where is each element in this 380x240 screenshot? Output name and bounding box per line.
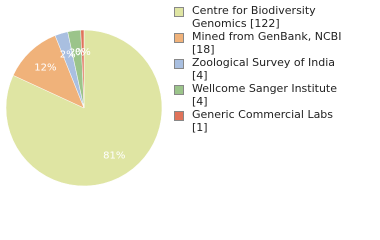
legend: Centre for Biodiversity Genomics [122] Mi… [172, 4, 372, 134]
legend-item: Wellcome Sanger Institute [4] [172, 82, 342, 108]
legend-swatch [174, 59, 184, 69]
legend-label: Wellcome Sanger Institute [4] [192, 82, 338, 108]
pie-slice [12, 35, 85, 109]
legend-label: Mined from GenBank, NCBI [18] [192, 30, 342, 56]
data-label: 81% [103, 150, 125, 161]
legend-item: Zoological Survey of India [4] [172, 56, 342, 82]
chart: 81% 12% 2%2%0% [5, 29, 163, 187]
data-label: 0% [75, 47, 91, 58]
legend-label: Centre for Biodiversity Genomics [122] [192, 4, 316, 30]
legend-item: Mined from GenBank, NCBI [18] [172, 30, 342, 56]
pie-slice [80, 29, 85, 109]
data-label: 2% [69, 47, 85, 58]
legend-swatch [174, 85, 184, 95]
legend-swatch [174, 111, 184, 121]
legend-label: Zoological Survey of India [4] [192, 56, 336, 82]
legend-label: Generic Commercial Labs [1] [192, 108, 334, 134]
legend-item: Centre for Biodiversity Genomics [122] [172, 4, 342, 30]
legend-swatch [174, 7, 184, 17]
legend-swatch [174, 33, 184, 43]
legend-item: Generic Commercial Labs [1] [172, 108, 342, 134]
data-label: 2% [60, 49, 76, 60]
data-label: 12% [34, 62, 56, 73]
